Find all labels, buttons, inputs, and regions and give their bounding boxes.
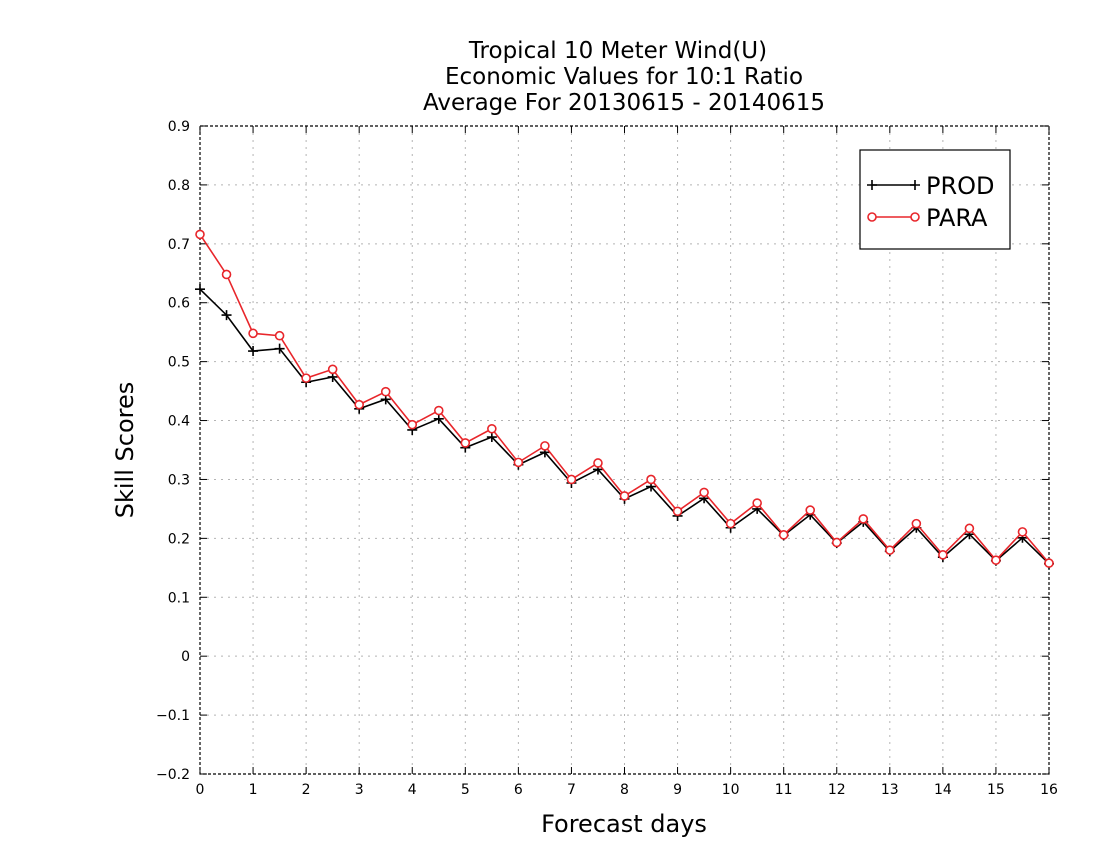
data-point-para — [858, 514, 869, 524]
series-lines — [195, 229, 1054, 569]
y-tick-label: −0.2 — [156, 767, 190, 783]
y-tick-label: 0.6 — [168, 296, 190, 312]
data-point-para — [248, 328, 258, 339]
x-tick-label: 6 — [514, 782, 523, 798]
data-point-para — [911, 518, 922, 529]
data-point-para — [646, 474, 656, 485]
x-tick-label: 5 — [461, 782, 470, 798]
data-point-para — [1044, 558, 1054, 568]
data-point-para — [593, 458, 603, 468]
x-tick-label: 13 — [881, 782, 899, 798]
data-point-para — [195, 229, 205, 240]
data-point-para — [725, 518, 736, 529]
data-point-para — [274, 330, 285, 341]
x-tick-label: 3 — [355, 782, 364, 798]
y-tick-label: 0.7 — [168, 237, 190, 253]
data-point-prod — [248, 346, 259, 357]
chart-title-line-1: Tropical 10 Meter Wind(U) — [468, 38, 767, 64]
data-point-para — [566, 474, 577, 485]
x-tick-label: 15 — [987, 782, 1005, 798]
data-point-para — [778, 530, 789, 540]
data-point-para — [221, 269, 232, 280]
legend-marker-para — [867, 212, 877, 222]
x-tick-label: 9 — [673, 782, 682, 798]
x-tick-label: 11 — [775, 782, 793, 798]
y-tick-label: 0.9 — [168, 119, 190, 135]
data-point-para — [301, 373, 311, 383]
data-point-para — [380, 386, 391, 397]
data-point-para — [619, 491, 630, 501]
x-tick-label: 7 — [567, 782, 576, 798]
data-point-para — [407, 419, 418, 430]
data-point-para — [540, 441, 550, 451]
data-point-para — [885, 545, 895, 555]
x-tick-label: 16 — [1040, 782, 1058, 798]
series-line-para — [199, 233, 1050, 564]
x-tick-label: 8 — [620, 782, 629, 798]
data-point-prod — [486, 432, 497, 443]
x-tick-label: 2 — [302, 782, 311, 798]
x-tick-label: 14 — [934, 782, 952, 798]
x-tick-label: 12 — [828, 782, 846, 798]
data-point-para — [354, 399, 364, 410]
legend-marker-prod — [910, 180, 920, 190]
x-tick-label: 1 — [249, 782, 258, 798]
y-tick-label: 0.4 — [168, 414, 190, 430]
legend-label-prod: PROD — [926, 172, 995, 200]
y-tick-label: 0.5 — [168, 355, 190, 371]
legend-label-para: PARA — [926, 204, 988, 232]
legend-box — [859, 149, 1011, 250]
legend-marker-para — [910, 212, 920, 222]
legend: PROD PARA — [859, 149, 1011, 250]
y-axis-label: Skill Scores — [111, 382, 139, 519]
data-point-para — [831, 537, 842, 548]
data-point-prod — [433, 413, 444, 424]
data-point-para — [460, 438, 471, 448]
data-point-para — [672, 506, 683, 517]
chart-title-line-2: Economic Values for 10:1 Ratio — [445, 64, 803, 90]
data-point-para — [938, 550, 948, 560]
data-point-para — [752, 498, 762, 508]
y-tick-label: 0.2 — [168, 531, 190, 547]
data-point-para — [991, 555, 1001, 565]
y-tick-label: 0 — [181, 649, 190, 665]
data-point-para — [487, 423, 497, 434]
data-point-para — [327, 364, 338, 375]
y-tick-label: −0.1 — [156, 708, 190, 724]
y-tick-label: 0.3 — [168, 472, 190, 488]
data-point-para — [433, 405, 444, 416]
data-point-prod — [195, 284, 205, 295]
x-tick-label: 0 — [196, 782, 205, 798]
data-point-para — [513, 457, 524, 468]
data-point-para — [1017, 527, 1028, 537]
x-tick-label: 10 — [722, 782, 740, 798]
legend-marker-prod — [867, 180, 877, 190]
data-point-para — [699, 487, 709, 498]
x-axis-label: Forecast days — [541, 810, 707, 838]
x-tick-label: 4 — [408, 782, 417, 798]
data-point-prod — [274, 343, 285, 354]
y-tick-label: 0.1 — [168, 590, 190, 606]
data-point-para — [964, 523, 975, 534]
y-tick-label: 0.8 — [168, 178, 190, 194]
data-point-prod — [221, 310, 232, 321]
chart-title-line-3: Average For 20130615 - 20140615 — [423, 90, 825, 116]
axis-ticks: 0 1 2 3 4 5 6 7 8 9 10 11 12 13 14 15 16−0.2−0.100.10.20… — [156, 119, 1058, 798]
data-point-para — [805, 505, 816, 515]
